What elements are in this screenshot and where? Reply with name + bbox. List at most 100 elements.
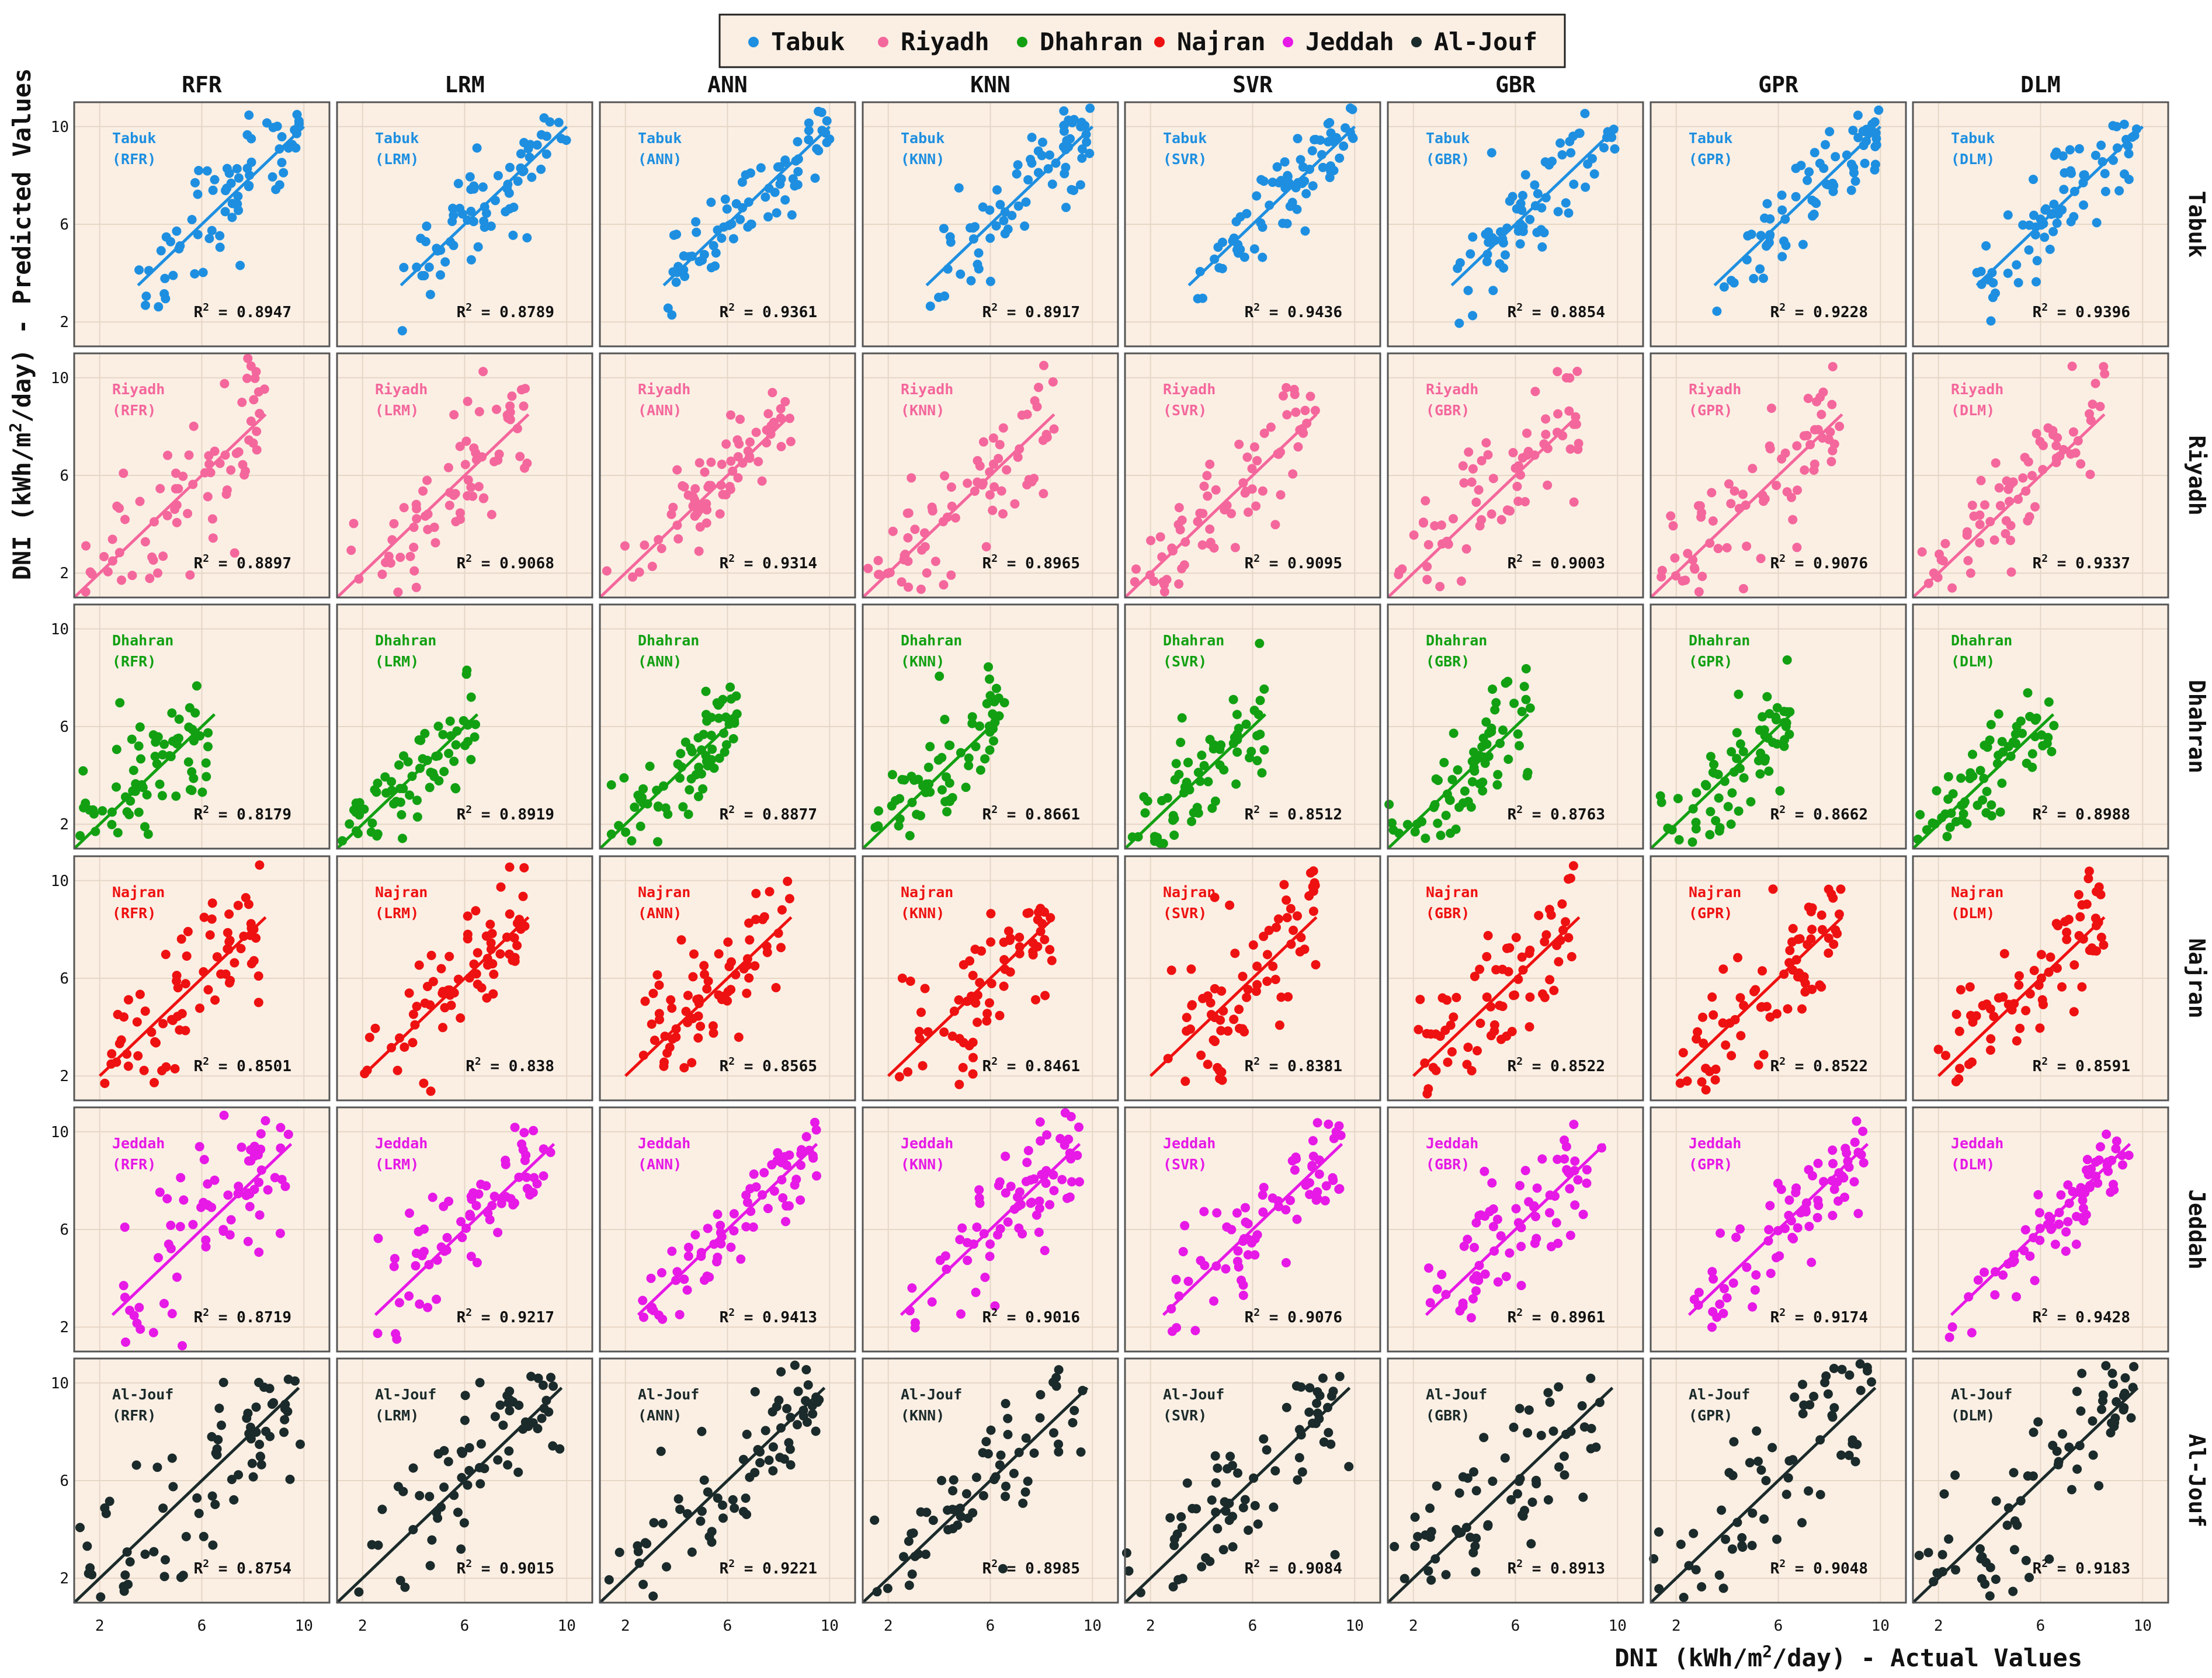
scatter-point [373, 779, 383, 788]
scatter-point [863, 564, 873, 574]
scatter-point [1502, 505, 1512, 515]
scatter-point [224, 937, 234, 947]
scatter-point [1077, 144, 1087, 154]
scatter-point [745, 1184, 755, 1194]
panel-station-label: Riyadh [1951, 381, 2003, 398]
scatter-point [254, 1150, 263, 1160]
scatter-point [1545, 1208, 1554, 1218]
scatter-point [1311, 960, 1321, 970]
scatter-point [1987, 811, 1996, 821]
scatter-point [1013, 452, 1023, 462]
scatter-point [1228, 1542, 1238, 1552]
scatter-point [667, 1003, 677, 1013]
scatter-point [2032, 713, 2041, 723]
panel-najran-gpr: Najran(GPR)R2 = 0.8522 [1650, 855, 1907, 1102]
scatter-point [825, 134, 835, 144]
scatter-point [114, 1038, 124, 1048]
x-tick-label: 10 [1871, 1617, 1890, 1635]
panel-station-label: Dhahran [112, 632, 173, 649]
scatter-point [455, 442, 465, 451]
scatter-point [683, 1251, 693, 1261]
scatter-point [721, 740, 731, 750]
scatter-point [1446, 828, 1456, 838]
regression-line [73, 413, 267, 599]
scatter-point [1807, 925, 1817, 934]
scatter-point [1451, 992, 1461, 1002]
scatter-point [477, 983, 487, 993]
scatter-point [1026, 1198, 1036, 1208]
scatter-point [149, 1547, 159, 1557]
scatter-point [1222, 1222, 1232, 1232]
panel-model-label: (DLM) [1951, 1407, 1995, 1424]
scatter-point [1836, 1450, 1846, 1460]
scatter-point [751, 915, 761, 925]
scatter-point [1231, 779, 1241, 789]
scatter-point [1441, 1570, 1451, 1580]
scatter-point [658, 1519, 668, 1528]
scatter-point [1247, 484, 1257, 494]
scatter-point [1994, 709, 2003, 719]
scatter-point [1515, 239, 1525, 249]
scatter-point [251, 933, 261, 943]
scatter-point [1174, 503, 1184, 513]
scatter-point [1870, 142, 1880, 151]
scatter-point [1422, 562, 1432, 572]
scatter-point [1951, 1009, 1961, 1019]
scatter-point [1980, 1579, 1990, 1589]
scatter-point [140, 1550, 150, 1559]
scatter-point [373, 1540, 383, 1550]
scatter-point [1759, 273, 1768, 283]
scatter-point [1782, 655, 1792, 665]
panel-station-label: Al-Jouf [112, 1386, 173, 1403]
scatter-point [653, 837, 662, 847]
scatter-point [489, 970, 499, 979]
scatter-point [1809, 1391, 1819, 1401]
scatter-point [1506, 1495, 1516, 1505]
scatter-point [1258, 486, 1268, 496]
scatter-point [985, 691, 995, 701]
scatter-point [1199, 481, 1209, 491]
regression-line [361, 916, 530, 1078]
scatter-point [154, 302, 164, 312]
scatter-point [2039, 1000, 2048, 1009]
scatter-point [1975, 538, 1985, 548]
scatter-point [1232, 1256, 1242, 1266]
scatter-point [1253, 1519, 1263, 1529]
scatter-point [761, 192, 770, 202]
y-tick-label: 10 [51, 873, 69, 890]
scatter-point [1855, 1359, 1865, 1369]
panel-station-label: Jeddah [112, 1135, 165, 1152]
scatter-point [985, 745, 995, 755]
scatter-point [649, 1518, 659, 1528]
panel-tabuk-knn: Tabuk(KNN)R2 = 0.8917 [862, 101, 1119, 348]
scatter-point [870, 1515, 880, 1525]
scatter-point [268, 172, 277, 182]
scatter-point [1765, 1201, 1775, 1211]
scatter-point [694, 762, 704, 772]
scatter-point [1955, 1064, 1965, 1073]
scatter-point [1421, 496, 1430, 506]
panel-model-label: (LRM) [375, 1407, 419, 1424]
scatter-point [699, 961, 709, 971]
scatter-point [1753, 1060, 1763, 1070]
scatter-point [161, 232, 171, 242]
scatter-point [1998, 1270, 2008, 1280]
scatter-point [1471, 1271, 1481, 1281]
scatter-point [2065, 166, 2075, 176]
scatter-point [1310, 880, 1320, 890]
scatter-point [1567, 952, 1576, 961]
r-squared-label: R2 = 0.838 [466, 1055, 554, 1075]
panel-model-label: (SVR) [1163, 653, 1207, 670]
scatter-point [226, 178, 236, 188]
scatter-point [442, 1233, 452, 1242]
r-squared-label: R2 = 0.8461 [982, 1055, 1080, 1075]
scatter-point [702, 518, 711, 528]
scatter-point [1410, 1512, 1420, 1522]
scatter-point [226, 465, 236, 475]
panel-dhahran-knn: Dhahran(KNN)R2 = 0.8661 [862, 603, 1119, 850]
scatter-point [473, 948, 482, 958]
scatter-point [187, 215, 197, 224]
scatter-point [208, 533, 218, 543]
scatter-point [1293, 911, 1302, 921]
scatter-point [1300, 405, 1310, 415]
